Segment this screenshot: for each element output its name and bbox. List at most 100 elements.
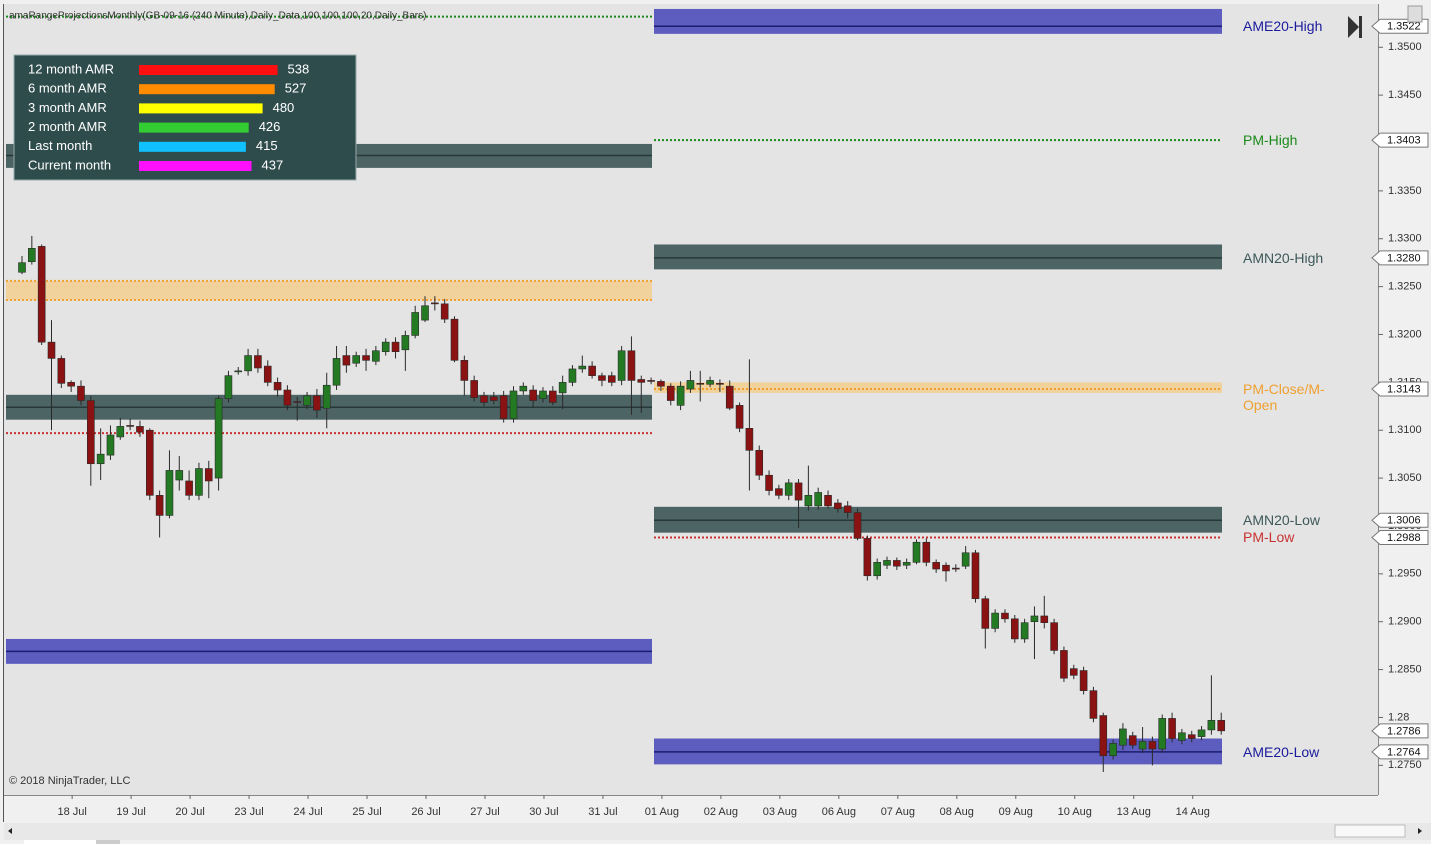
candle-body (1128, 735, 1137, 746)
candle-body (1109, 742, 1117, 757)
candle-body (77, 385, 85, 401)
y-tick-label: 1.3050 (1388, 472, 1422, 484)
candle-body (165, 470, 174, 516)
candle-body (558, 382, 567, 394)
candle-body (1138, 741, 1147, 750)
x-tick-label: 18 Jul (57, 806, 86, 818)
candle-body (1030, 615, 1039, 623)
candle-body (254, 355, 262, 369)
candle-body (637, 379, 646, 383)
price-tag-label: 1.2786 (1387, 725, 1421, 737)
price-tag-label: 1.2764 (1387, 746, 1421, 758)
price-tag (1371, 744, 1429, 760)
candle-body (28, 248, 36, 263)
candle-body (1178, 732, 1186, 741)
candle-body (873, 562, 881, 577)
legend-bar (139, 122, 249, 133)
copyright: © 2018 NinjaTrader, LLC (9, 775, 130, 787)
y-tick-label: 1.3100 (1388, 424, 1422, 436)
legend-value: 538 (288, 61, 310, 76)
level-band (6, 280, 652, 301)
legend-label: Current month (28, 157, 111, 172)
price-tag-label: 1.2988 (1387, 532, 1421, 544)
y-tick-label: 1.2900 (1388, 616, 1422, 628)
candle-body (1148, 741, 1157, 750)
candle-body (480, 395, 488, 403)
y-tick-label: 1.2850 (1388, 663, 1422, 675)
candle-body (539, 390, 547, 399)
candle-body (67, 382, 75, 387)
candle-body (519, 385, 528, 392)
candle-body (902, 562, 911, 566)
level-label: AME20-Low (1243, 743, 1320, 760)
candle-body (273, 382, 282, 391)
candle-body (814, 492, 823, 507)
candle-body (460, 360, 469, 381)
legend-value: 527 (285, 81, 307, 96)
legend-value: 437 (262, 157, 284, 172)
candle-body (391, 341, 400, 353)
skip-button[interactable] (1348, 16, 1362, 38)
x-tick-label: 08 Aug (940, 806, 974, 818)
candle-body (1040, 615, 1049, 623)
y-tick-label: 1.2750 (1388, 759, 1422, 771)
candle-body (47, 341, 56, 359)
axes: 1.27501.281.28501.29001.29501.30001.3050… (57, 18, 1429, 818)
scroll-left[interactable] (8, 828, 12, 834)
x-tick-label: 14 Aug (1176, 806, 1210, 818)
candle-body (322, 384, 331, 409)
candle-body (696, 383, 705, 385)
level-band (654, 382, 1222, 393)
candle-body (1158, 718, 1167, 750)
candle-body (863, 538, 872, 577)
y-tick-label: 1.3450 (1388, 89, 1422, 101)
candle-body (961, 552, 970, 567)
candle-body (794, 482, 803, 501)
legend-bar (139, 103, 263, 114)
candle-body (87, 400, 95, 465)
candle-body (362, 355, 370, 361)
candle-body (971, 552, 980, 600)
y-tick-label: 1.3300 (1388, 233, 1422, 245)
candle-body (775, 488, 783, 496)
candle-body (549, 390, 557, 403)
candle-body (627, 350, 636, 381)
candle-body (155, 495, 164, 516)
level-label: PM-Close/M-Open (1243, 381, 1325, 414)
candle-body (607, 375, 616, 383)
scrollbar[interactable] (4, 823, 1431, 840)
scroll-right[interactable] (1418, 828, 1422, 834)
x-tick-label: 23 Jul (234, 806, 263, 818)
candle-body (509, 390, 518, 420)
candle-body (352, 355, 361, 364)
candle-body (735, 405, 744, 429)
x-tick-label: 07 Aug (881, 806, 915, 818)
price-tag (1371, 250, 1429, 266)
candle-body (647, 380, 655, 382)
candle-body (784, 482, 793, 496)
y-tick-label: 1.3250 (1388, 281, 1422, 293)
y-tick-label: 1.28 (1388, 711, 1409, 723)
skip-icon[interactable] (1348, 16, 1359, 38)
legend-bar (139, 161, 252, 171)
scroll-thumb[interactable] (1334, 824, 1406, 838)
candle-body (843, 505, 852, 513)
candle-body (431, 302, 439, 305)
level-label: PM-High (1243, 132, 1298, 149)
price-tag-label: 1.3143 (1387, 383, 1421, 395)
candle-body (716, 383, 724, 385)
candle-body (440, 303, 449, 320)
menu-button[interactable] (1407, 5, 1423, 23)
candle-body (804, 495, 813, 507)
x-tick-label: 30 Jul (529, 806, 558, 818)
x-tick-label: 24 Jul (293, 806, 322, 818)
y-tick-label: 1.2950 (1388, 568, 1422, 580)
candle-body (1020, 622, 1029, 640)
candle-body (598, 375, 606, 381)
legend-label: 3 month AMR (28, 100, 107, 115)
legend-bar (139, 84, 275, 95)
x-tick-label: 31 Jul (588, 806, 617, 818)
skip-icon-bar[interactable] (1359, 16, 1362, 38)
price-tag (1371, 18, 1429, 34)
legend-value: 415 (256, 138, 278, 153)
